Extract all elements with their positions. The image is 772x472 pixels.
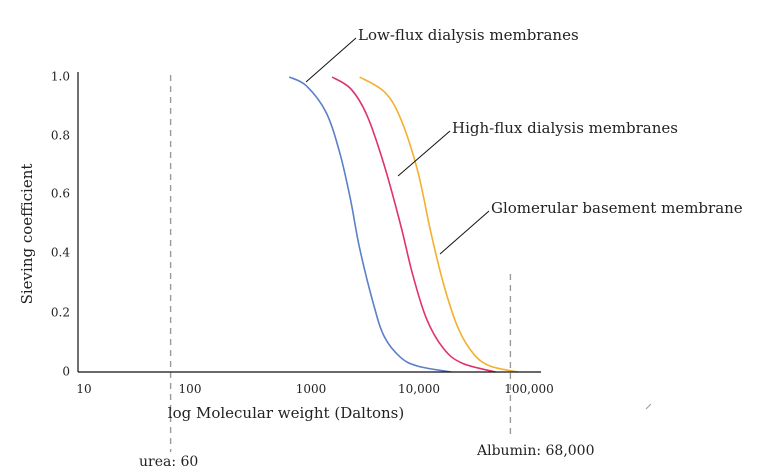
callout-leader-glomerular [439,210,490,255]
axes [77,72,541,373]
y-tick-5: 1.0 [51,70,70,84]
urea-label: urea: 60 [139,454,198,470]
x-tick-2: 1000 [296,382,327,396]
x-tick-3: 10,000 [398,382,440,396]
series-line-2 [359,76,519,373]
albumin-label: Albumin: 68,000 [476,443,595,459]
callout-label-glomerular: Glomerular basement membrane [491,199,743,217]
x-tick-4: 100,000 [504,382,554,396]
series-line-1 [331,76,496,373]
callout-label-high-flux: High-flux dialysis membranes [452,119,678,137]
x-tick-labels: 10 100 1000 10,000 100,000 [76,382,553,396]
series-line-0 [288,76,452,373]
y-tick-2: 0.4 [51,246,70,260]
callout-label-low-flux: Low-flux dialysis membranes [358,26,579,44]
y-tick-1: 0.2 [51,306,70,320]
stray-mark [645,403,652,410]
x-axis-title: log Molecular weight (Daltons) [168,404,404,422]
x-tick-0: 10 [76,382,91,396]
curves [288,76,519,373]
y-tick-4: 0.8 [51,129,70,143]
callouts: Low-flux dialysis membranes High-flux di… [305,26,743,255]
callout-leader-high-flux [397,130,451,177]
y-tick-labels: 0 0.2 0.4 0.6 0.8 1.0 [51,70,70,379]
x-tick-1: 100 [179,382,202,396]
y-axis-title: Sieving coefficient [18,164,36,305]
y-tick-0: 0 [62,365,70,379]
callout-leader-low-flux [305,37,357,83]
reference-lines [169,75,512,452]
y-tick-3: 0.6 [51,187,70,201]
